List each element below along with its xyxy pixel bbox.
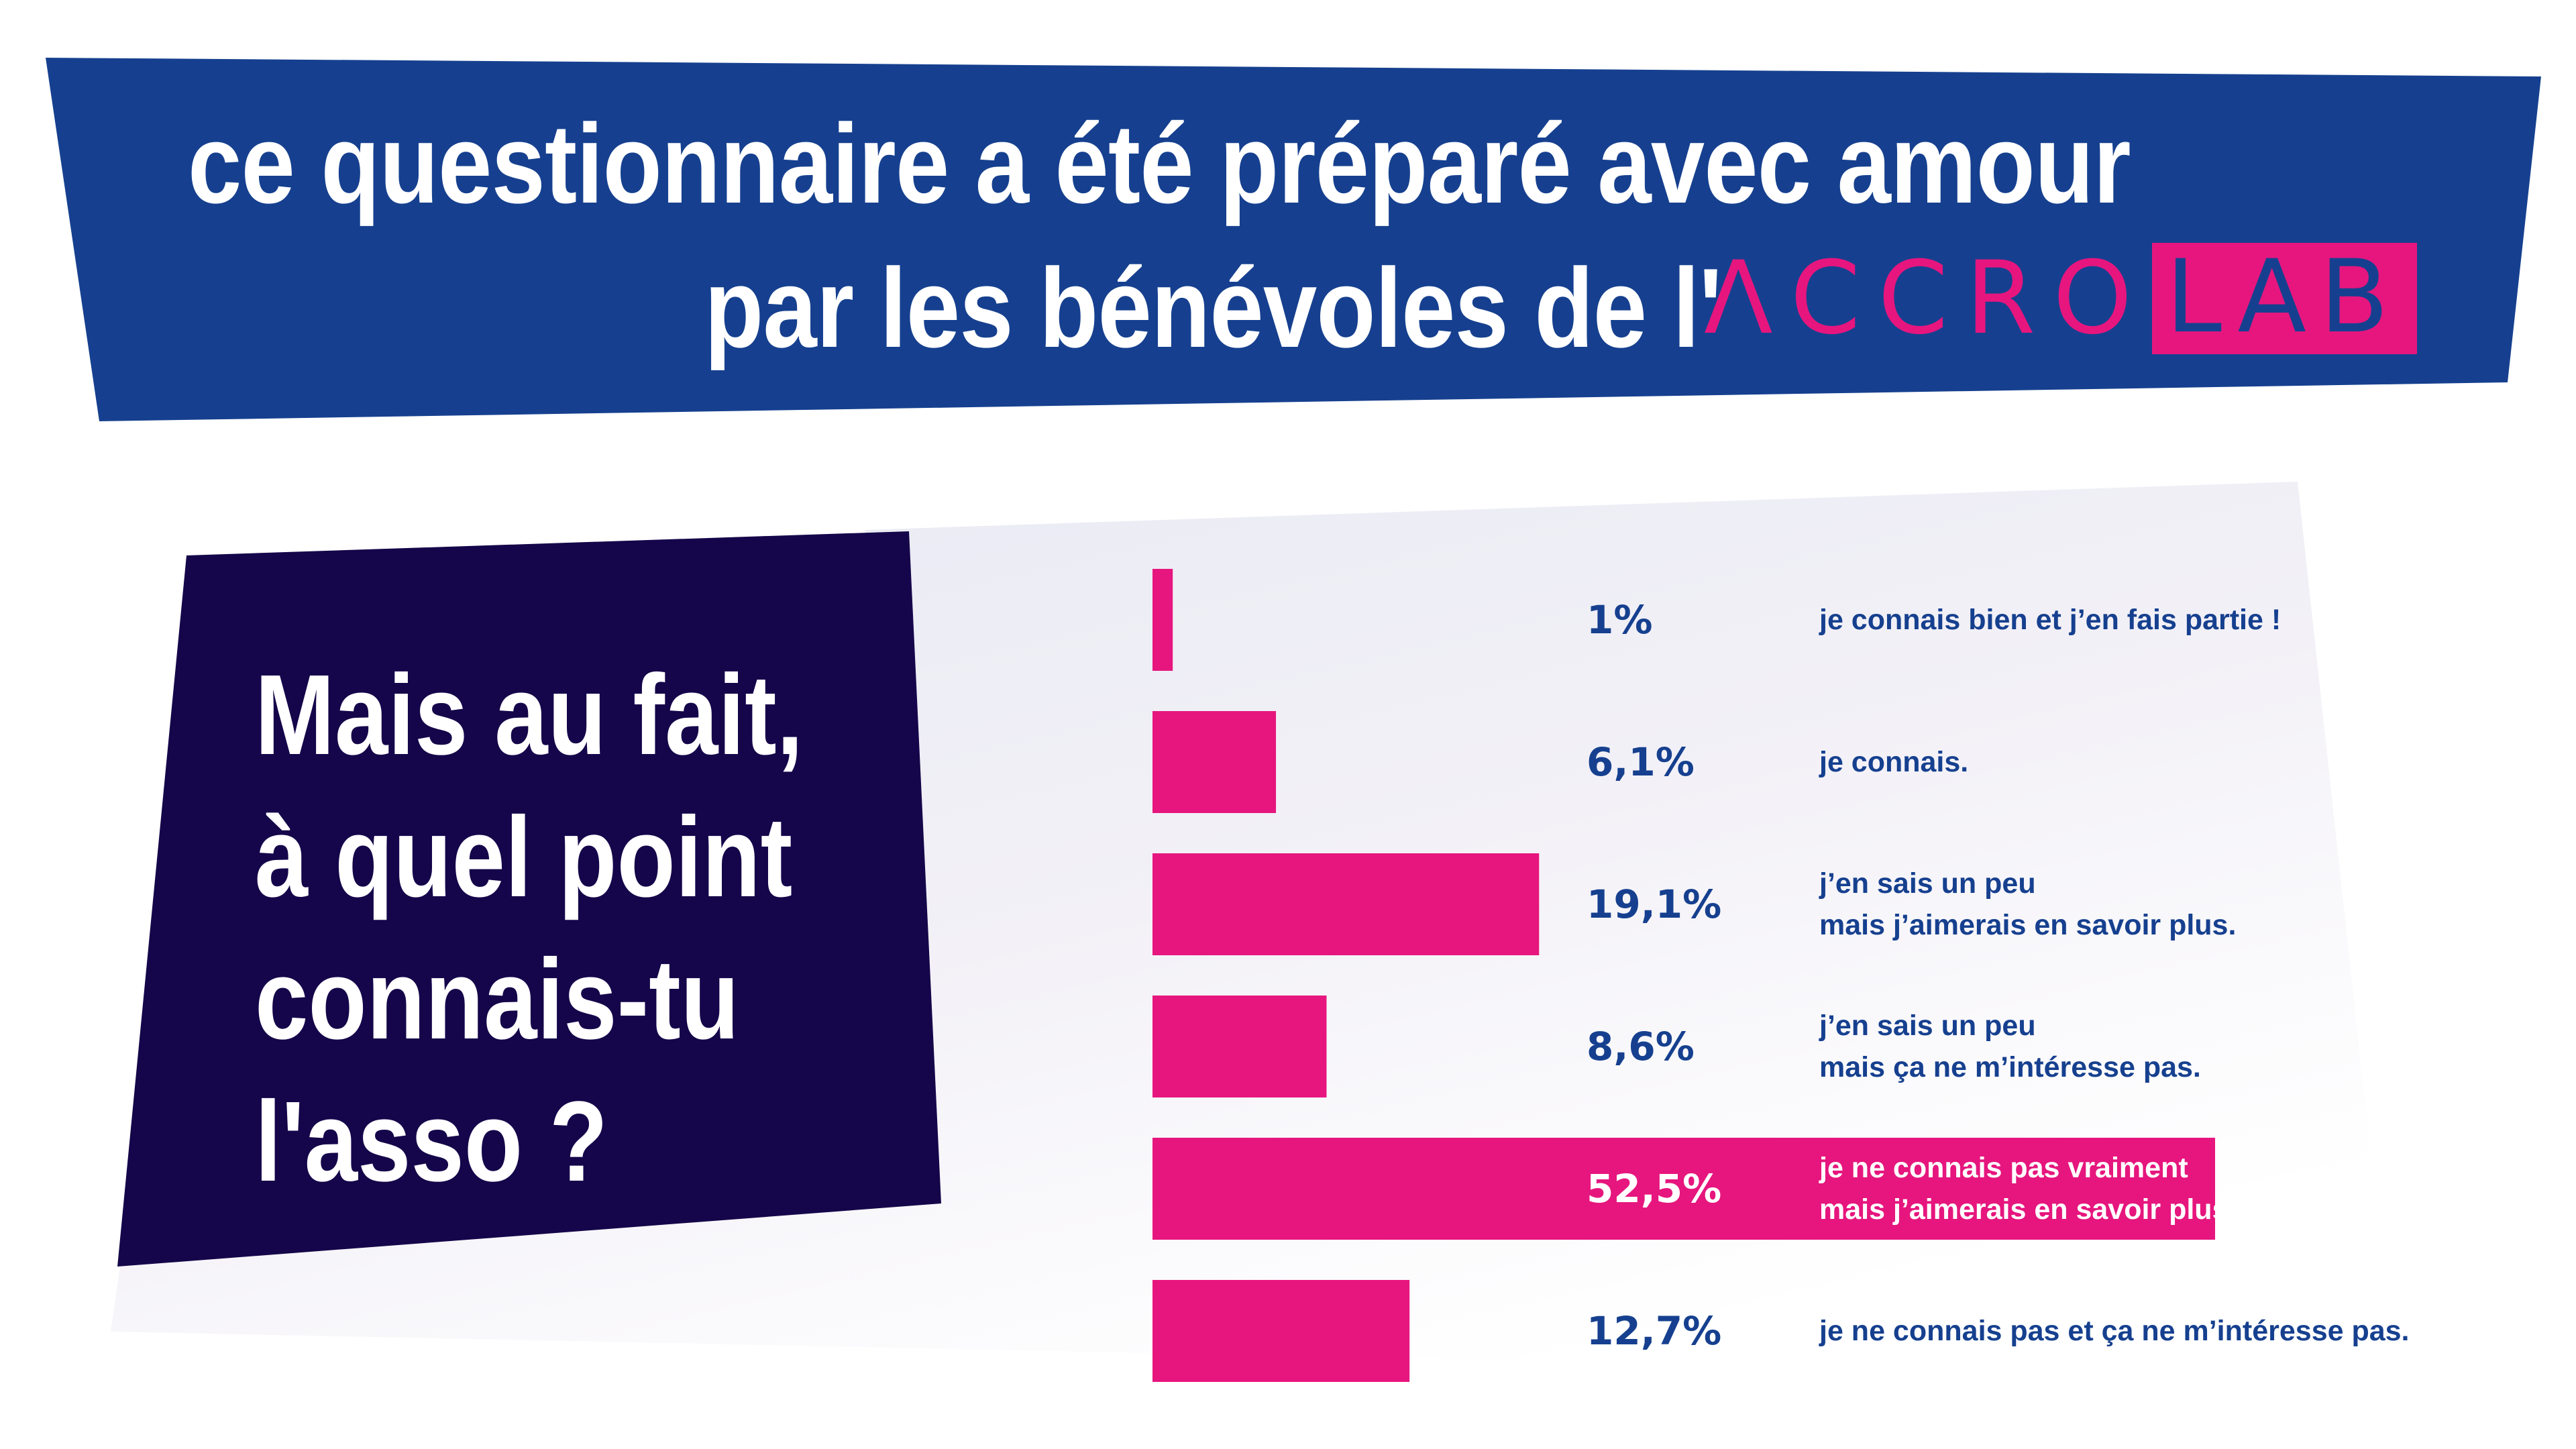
category-label-5: je ne connais pas vraiment mais j’aimerai…: [1819, 1152, 2236, 1226]
value-label-2: 6,1%: [1587, 739, 1695, 785]
bar-2: [1152, 711, 1277, 813]
banner-title-line-1: ce questionnaire a été préparé avec amou…: [188, 101, 2131, 227]
question-panel: [117, 531, 941, 1267]
title-banner: [46, 58, 2541, 421]
bar-5: [1152, 1138, 2215, 1240]
bar-1: [1152, 569, 1173, 671]
bar-4: [1152, 996, 1327, 1097]
value-label-4: 8,6%: [1587, 1024, 1695, 1069]
category-label-6: je ne connais pas et ça ne m’intéresse p…: [1819, 1315, 2410, 1347]
category-label-4: j’en sais un peu mais ça ne m’intéresse p…: [1819, 1010, 2201, 1083]
value-label-3: 19,1%: [1587, 881, 1721, 927]
bar-3: [1152, 853, 1540, 955]
accrolab-logo: ΛCCRO LAB: [1704, 241, 2417, 356]
banner-title-line-2: par les bénévoles de l': [704, 245, 1722, 371]
category-label-3: j’en sais un peu mais j’aimerais en savoi…: [1819, 867, 2236, 941]
logo-lab-text: LAB: [2152, 243, 2417, 354]
value-label-1: 1%: [1587, 597, 1652, 643]
question-text: Mais au fait, à quel point connais-tu l'…: [255, 651, 804, 1205]
category-label-1: je connais bien et j’en fais partie !: [1819, 604, 2281, 636]
value-label-5: 52,5%: [1587, 1166, 1721, 1212]
category-label-2: je connais.: [1819, 746, 1968, 778]
value-label-6: 12,7%: [1587, 1308, 1721, 1354]
logo-accro-text: ΛCCRO: [1704, 240, 2150, 357]
bar-6: [1152, 1280, 1410, 1382]
